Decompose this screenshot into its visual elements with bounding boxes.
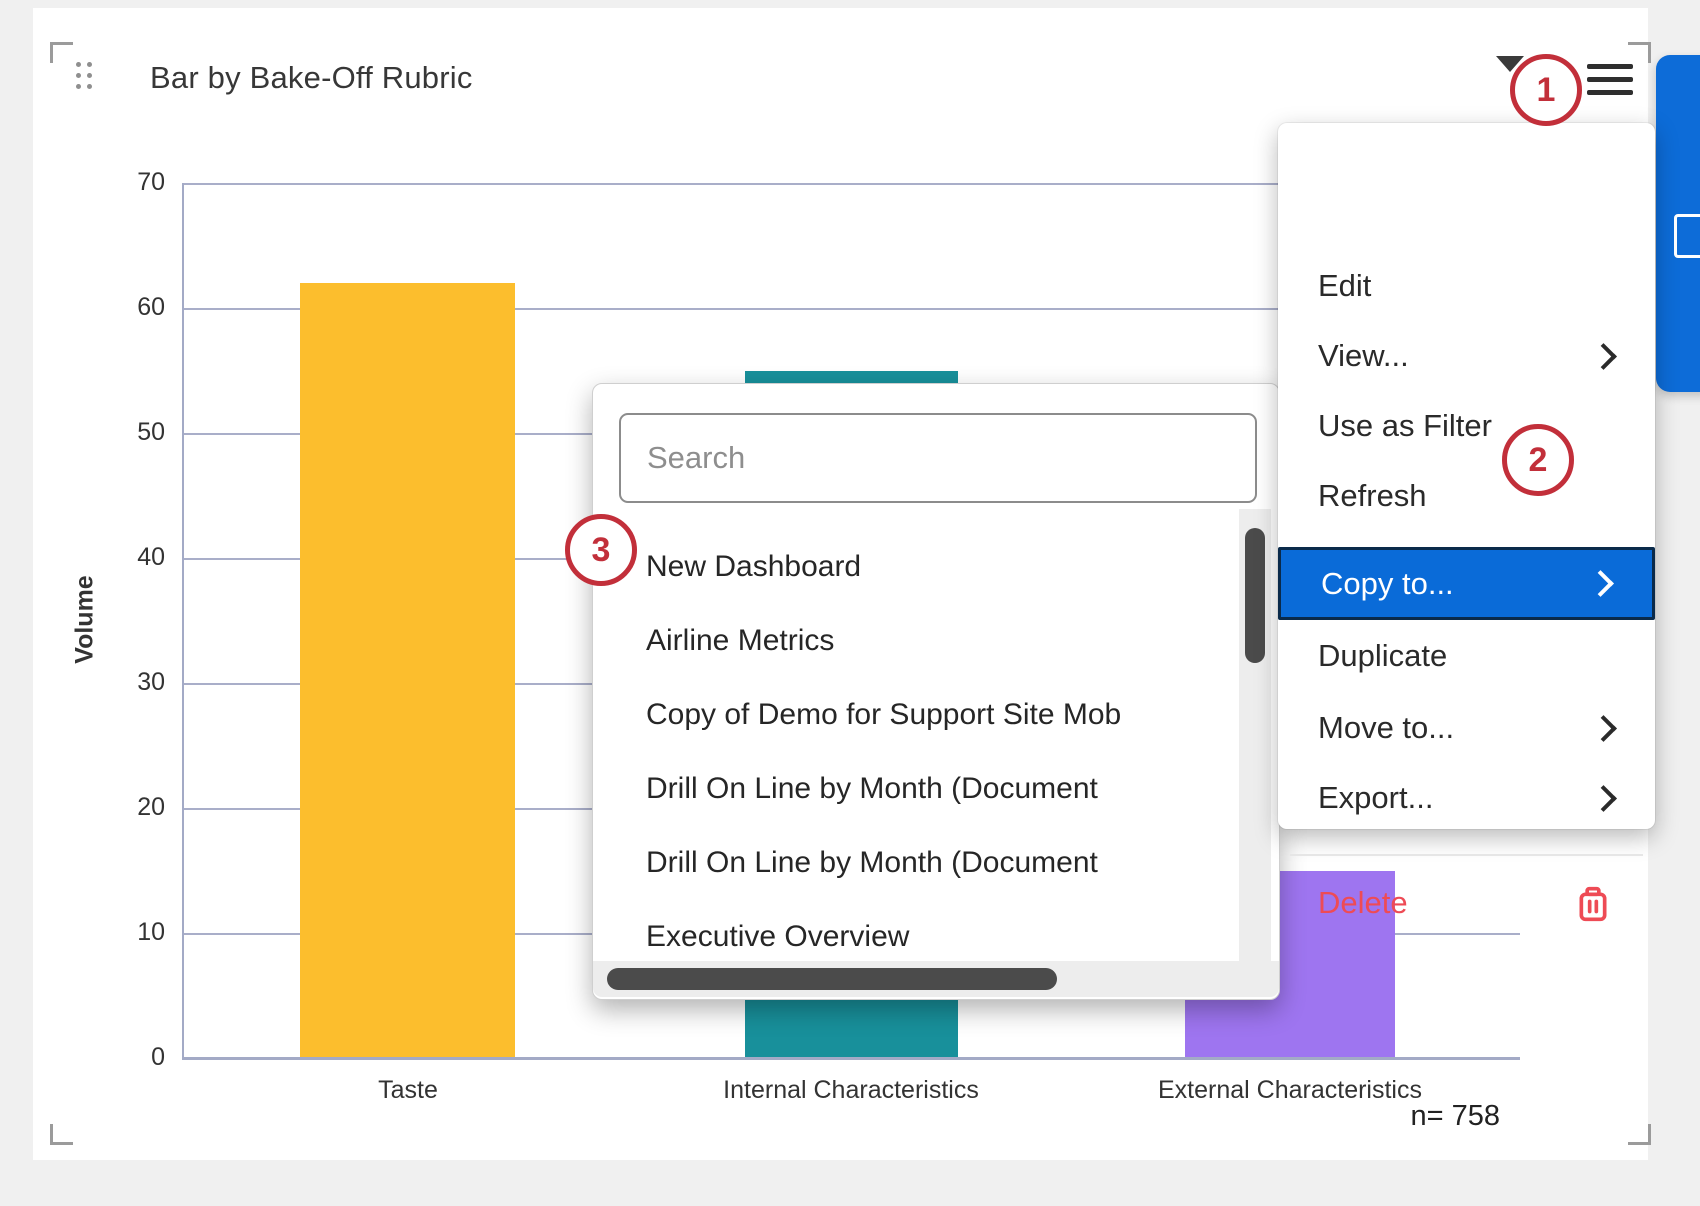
horizontal-scrollbar[interactable] bbox=[593, 961, 1279, 997]
y-axis-line bbox=[182, 183, 184, 1058]
vertical-scrollbar-thumb[interactable] bbox=[1245, 528, 1265, 663]
y-axis-tick-label: 50 bbox=[137, 418, 165, 446]
bar-taste[interactable] bbox=[300, 283, 515, 1058]
menu-item-edit[interactable]: Edit bbox=[1278, 251, 1655, 321]
submenu-item-copy-of-demo-for-support-site-mob[interactable]: Copy of Demo for Support Site Mob bbox=[646, 698, 1122, 731]
options-menu-button[interactable] bbox=[1587, 64, 1633, 96]
chevron-right-icon bbox=[1590, 342, 1617, 370]
x-axis-line bbox=[182, 1057, 1520, 1060]
y-axis-tick-label: 30 bbox=[137, 668, 165, 696]
copy-to-flyout: New Dashboard Airline Metrics Copy of Demo… bbox=[592, 383, 1280, 1000]
menu-item-label: Duplicate bbox=[1318, 638, 1448, 673]
sample-size-label: n= 758 bbox=[1410, 1100, 1500, 1132]
menu-item-copy-to[interactable]: Copy to... bbox=[1278, 547, 1655, 620]
menu-item-use-as-filter[interactable]: Use as Filter bbox=[1278, 391, 1655, 461]
selection-corner-top-right bbox=[1628, 42, 1651, 63]
menu-item-refresh[interactable]: Refresh bbox=[1278, 461, 1655, 531]
menu-item-delete[interactable]: Delete bbox=[1278, 868, 1655, 938]
chevron-right-icon bbox=[1587, 570, 1614, 597]
gridline bbox=[182, 183, 1520, 185]
widget-context-menu: Edit View... Use as Filter Refresh Copy to..… bbox=[1278, 123, 1655, 922]
x-axis-category-label: External Characteristics bbox=[1158, 1076, 1422, 1104]
trash-icon bbox=[1579, 886, 1607, 922]
y-axis-tick-label: 60 bbox=[137, 293, 165, 321]
menu-item-view[interactable]: View... bbox=[1278, 321, 1655, 391]
annotation-circle-1: 1 bbox=[1510, 54, 1582, 126]
annotation-circle-2: 2 bbox=[1502, 424, 1574, 496]
submenu-item-executive-overview[interactable]: Executive Overview bbox=[646, 920, 910, 953]
selection-corner-bottom-right bbox=[1628, 1124, 1651, 1145]
chevron-right-icon bbox=[1590, 714, 1617, 742]
y-axis-tick-label: 0 bbox=[151, 1043, 165, 1071]
submenu-item-new-dashboard[interactable]: New Dashboard bbox=[646, 550, 862, 583]
y-axis-tick-label: 70 bbox=[137, 168, 165, 196]
y-axis-tick-label: 40 bbox=[137, 543, 165, 571]
x-axis-category-label: Internal Characteristics bbox=[723, 1076, 979, 1104]
chevron-right-icon bbox=[1590, 784, 1617, 812]
gridline bbox=[182, 308, 1520, 310]
annotation-circle-3: 3 bbox=[565, 514, 637, 586]
selection-corner-top-left bbox=[50, 42, 73, 63]
horizontal-scrollbar-thumb[interactable] bbox=[607, 968, 1057, 990]
y-axis-title: Volume bbox=[70, 575, 99, 664]
search-input[interactable] bbox=[621, 415, 1255, 501]
menu-item-duplicate[interactable]: Duplicate bbox=[1278, 621, 1655, 691]
menu-item-move-to[interactable]: Move to... bbox=[1278, 693, 1655, 763]
widget-title: Bar by Bake-Off Rubric bbox=[150, 60, 473, 95]
drag-handle-icon[interactable] bbox=[76, 62, 100, 98]
square-icon bbox=[1674, 214, 1700, 258]
x-axis-category-label: Taste bbox=[378, 1076, 438, 1104]
submenu-item-airline-metrics[interactable]: Airline Metrics bbox=[646, 624, 835, 657]
y-axis-tick-label: 10 bbox=[137, 918, 165, 946]
submenu-item-drill-on-line-by-month-document[interactable]: Drill On Line by Month (Document bbox=[646, 846, 1098, 879]
y-axis-tick-label: 20 bbox=[137, 793, 165, 821]
menu-item-label: Refresh bbox=[1318, 478, 1427, 513]
adjacent-widget-panel[interactable] bbox=[1656, 55, 1700, 392]
menu-item-label: Use as Filter bbox=[1318, 408, 1492, 443]
menu-item-label: Export... bbox=[1318, 780, 1434, 815]
dashboard-list: New Dashboard Airline Metrics Copy of Demo… bbox=[646, 530, 1241, 960]
submenu-item-drill-on-line-by-month-document[interactable]: Drill On Line by Month (Document bbox=[646, 772, 1098, 805]
selection-corner-bottom-left bbox=[50, 1124, 73, 1145]
menu-item-label: Edit bbox=[1318, 268, 1372, 303]
menu-divider bbox=[1290, 854, 1643, 856]
menu-item-label: Copy to... bbox=[1321, 565, 1454, 601]
search-box bbox=[619, 413, 1257, 503]
menu-item-label: View... bbox=[1318, 338, 1409, 373]
menu-item-export[interactable]: Export... bbox=[1278, 763, 1655, 833]
vertical-scrollbar[interactable] bbox=[1239, 509, 1271, 996]
menu-item-label: Move to... bbox=[1318, 710, 1455, 745]
menu-item-label: Delete bbox=[1318, 885, 1408, 920]
